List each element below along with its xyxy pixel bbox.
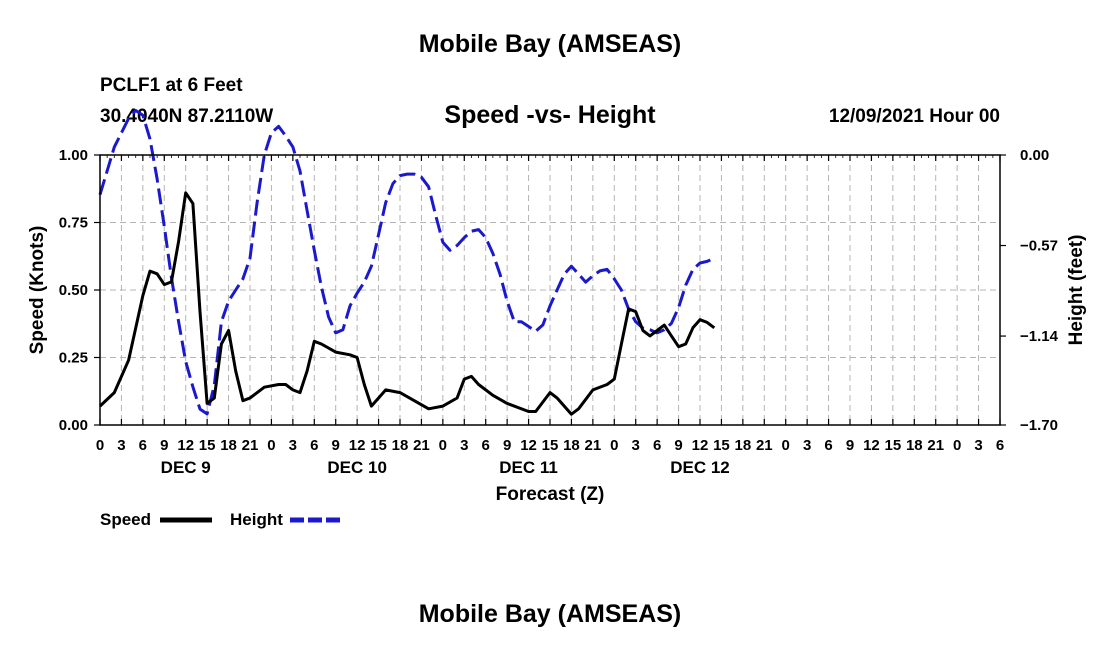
x-tick-label: 0 <box>782 437 790 454</box>
x-tick-label: 9 <box>160 437 168 454</box>
legend-label-height: Height <box>230 510 283 529</box>
y-tick-label: 0.25 <box>59 350 88 367</box>
axes: 0 3 6 9 12 15 18 21 0 3 6 9 12 15 18 21 0 3 6 9 12 15 18 21 0 3 6 9… <box>59 147 1059 477</box>
x-tick-label: 18 <box>392 437 409 454</box>
day-label: DEC 9 <box>161 458 211 477</box>
x-tick-label: 12 <box>692 437 709 454</box>
station-label: PCLF1 at 6 Feet <box>100 75 243 96</box>
x-tick-label: 6 <box>482 437 490 454</box>
y-axis-title-right: Height (feet) <box>1066 235 1087 346</box>
x-tick-label: 0 <box>439 437 447 454</box>
x-tick-label: 18 <box>220 437 237 454</box>
x-tick-label: 12 <box>863 437 880 454</box>
y-axis-title-left: Speed (Knots) <box>27 226 48 355</box>
x-tick-label: 6 <box>996 437 1004 454</box>
x-tick-label: 12 <box>520 437 537 454</box>
y-tick-label: 0.00 <box>59 417 88 434</box>
grid-lines <box>100 155 1000 425</box>
x-tick-label: 0 <box>610 437 618 454</box>
y-tick-label: 1.00 <box>59 147 88 164</box>
chart-title: Speed -vs- Height <box>444 101 656 129</box>
forecast-timestamp: 12/09/2021 Hour 00 <box>828 106 1000 127</box>
series-lines <box>98 109 716 416</box>
x-tick-label: 6 <box>139 437 147 454</box>
page-title: Mobile Bay (AMSEAS) <box>418 30 682 58</box>
y-tick-label: 0.75 <box>59 215 88 232</box>
legend-label-speed: Speed <box>100 510 151 529</box>
x-tick-label: 3 <box>974 437 982 454</box>
y-tick-label: 0.50 <box>59 282 88 299</box>
x-tick-label: 0 <box>267 437 275 454</box>
x-tick-label: 21 <box>927 437 944 454</box>
x-tick-label: 3 <box>117 437 125 454</box>
x-tick-label: 18 <box>563 437 580 454</box>
footer-title: Mobile Bay (AMSEAS) <box>418 600 682 628</box>
x-tick-label: 15 <box>713 437 730 454</box>
day-label: DEC 12 <box>670 458 730 477</box>
series-line-speed <box>98 191 716 416</box>
x-tick-label: 15 <box>199 437 216 454</box>
legend: Speed Height <box>100 510 342 529</box>
x-tick-label: 6 <box>653 437 661 454</box>
day-label: DEC 11 <box>499 458 558 477</box>
x-tick-label: 15 <box>885 437 902 454</box>
x-tick-label: 21 <box>756 437 773 454</box>
x-tick-label: 15 <box>542 437 559 454</box>
y2-tick-label: −0.57 <box>1020 238 1058 255</box>
x-tick-label: 12 <box>177 437 194 454</box>
x-axis-title: Forecast (Z) <box>496 484 605 505</box>
y2-tick-label: −1.14 <box>1020 328 1059 345</box>
x-tick-label: 6 <box>824 437 832 454</box>
x-tick-label: 15 <box>370 437 387 454</box>
x-tick-label: 12 <box>349 437 366 454</box>
series-line-height <box>98 109 715 416</box>
x-tick-label: 18 <box>735 437 752 454</box>
day-label: DEC 10 <box>327 458 387 477</box>
x-tick-label: 9 <box>503 437 511 454</box>
x-tick-label: 18 <box>906 437 923 454</box>
station-coordinates: 30.4040N 87.2110W <box>100 106 274 127</box>
x-tick-label: 3 <box>289 437 297 454</box>
y2-tick-label: −1.70 <box>1020 417 1058 434</box>
x-tick-label: 0 <box>96 437 104 454</box>
x-tick-label: 3 <box>803 437 811 454</box>
x-tick-label: 6 <box>310 437 318 454</box>
y2-tick-label: 0.00 <box>1020 147 1049 164</box>
x-tick-label: 21 <box>242 437 259 454</box>
x-tick-label: 9 <box>332 437 340 454</box>
x-tick-label: 9 <box>674 437 682 454</box>
x-tick-label: 3 <box>632 437 640 454</box>
x-tick-label: 21 <box>585 437 602 454</box>
x-tick-label: 0 <box>953 437 961 454</box>
x-tick-label: 9 <box>846 437 854 454</box>
x-tick-label: 3 <box>460 437 468 454</box>
x-tick-label: 21 <box>413 437 430 454</box>
